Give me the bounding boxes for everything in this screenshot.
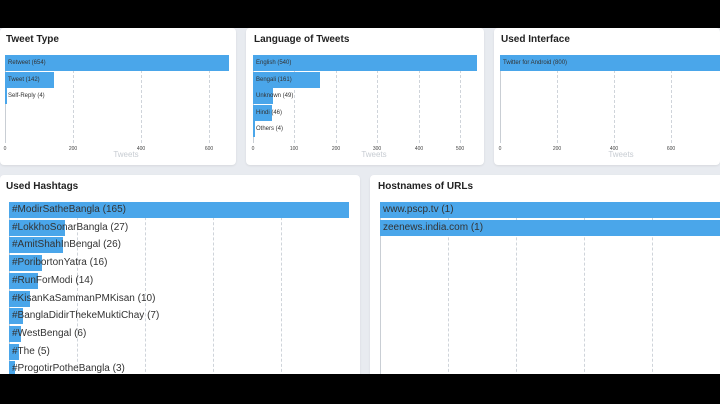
bar[interactable] — [253, 121, 255, 137]
panel-title: Language of Tweets — [254, 34, 350, 45]
tick-label: 600 — [204, 146, 214, 152]
gridline — [336, 55, 337, 143]
tweet-type-chart: Retweet (654) Tweet (142) Self-Reply (4) 0 2… — [4, 55, 231, 152]
gridline — [73, 55, 74, 143]
bar-label: #BanglaDidirThekeMuktiChay (7) — [12, 310, 160, 322]
dashboard: Tweet Type Retweet (654) Tweet (142) Self-… — [0, 28, 720, 374]
bar-label: #KisanKaSammanPMKisan (10) — [12, 292, 156, 304]
interface-chart: Twitter for Android (800) 0 200 400 600 — [499, 55, 720, 152]
axis-line — [380, 202, 381, 374]
bar-label: English (540) — [256, 60, 292, 66]
bar[interactable] — [9, 343, 20, 360]
bar-label: Twitter for Android (800) — [503, 60, 568, 66]
panel-title: Used Interface — [501, 34, 570, 45]
hashtags-chart: #ModirSatheBangla (165) #LokkhoSonarBangl… — [9, 202, 349, 374]
gridline — [141, 55, 142, 143]
gridline — [77, 202, 78, 374]
tick-label: 300 — [372, 146, 382, 152]
axis-line — [500, 55, 501, 143]
bar[interactable] — [253, 55, 477, 71]
interface-panel: Used Interface Twitter for Android (800)… — [494, 28, 720, 165]
gridline — [614, 55, 615, 143]
gridline — [145, 202, 146, 374]
gridline — [557, 55, 558, 143]
panel-title: Used Hashtags — [6, 181, 79, 192]
bar[interactable] — [5, 88, 7, 104]
gridline — [377, 55, 378, 143]
language-panel: Language of Tweets English (540) Bengali … — [246, 28, 484, 165]
bar-label: #ModirSatheBangla (165) — [12, 204, 126, 215]
hostnames-panel: Hostnames of URLs www.pscp.tv (1) zeenews… — [370, 175, 720, 374]
tick-label: 600 — [666, 146, 676, 152]
gridline — [652, 202, 653, 374]
tick-label: 0 — [498, 146, 502, 152]
gridline — [213, 202, 214, 374]
bar-label: www.pscp.tv (1) — [383, 204, 454, 215]
gridline — [460, 55, 461, 143]
bar-label: Retweet (654) — [8, 60, 46, 66]
bar[interactable] — [9, 219, 65, 236]
gridline — [419, 55, 420, 143]
tick-label: 400 — [136, 146, 146, 152]
tick-label: 200 — [68, 146, 78, 152]
bar-label: Hindi (46) — [256, 109, 283, 116]
bar-label: Tweet (142) — [8, 76, 40, 83]
tick-label: 200 — [552, 146, 562, 152]
bar-label: #The (5) — [12, 345, 50, 357]
hostnames-chart: www.pscp.tv (1) zeenews.india.com (1) — [380, 202, 720, 374]
gridline — [294, 55, 295, 143]
language-chart: English (540) Bengali (161) Unknown (49) Hi… — [252, 55, 477, 152]
bar-label: Unknown (49) — [256, 93, 294, 99]
bar[interactable] — [9, 272, 38, 289]
bar[interactable] — [253, 88, 274, 104]
bar-label: Bengali (161) — [256, 76, 292, 83]
tweet-type-panel: Tweet Type Retweet (654) Tweet (142) Self-… — [0, 28, 236, 165]
panel-title: Hostnames of URLs — [378, 181, 474, 192]
bar-label: Self-Reply (4) — [8, 93, 45, 99]
gridline — [209, 55, 210, 143]
gridline — [281, 202, 282, 374]
bar[interactable] — [253, 104, 273, 121]
bar[interactable] — [9, 202, 349, 218]
tick-label: 0 — [3, 146, 7, 152]
tick-label: 400 — [609, 146, 619, 152]
bar[interactable] — [5, 71, 54, 88]
bar-label: #RunForModi (14) — [12, 274, 94, 286]
x-axis-title: Tweets — [608, 150, 634, 159]
tick-label: 0 — [251, 146, 255, 152]
bar[interactable] — [9, 290, 30, 307]
bar[interactable] — [500, 55, 720, 71]
bar-label: zeenews.india.com (1) — [383, 222, 484, 233]
bar-label: Others (4) — [256, 126, 284, 132]
gridline — [584, 202, 585, 374]
bar[interactable] — [9, 237, 63, 254]
bar[interactable] — [9, 308, 24, 325]
bar[interactable] — [5, 55, 229, 71]
bar[interactable] — [380, 220, 720, 236]
tick-label: 100 — [289, 146, 299, 152]
bar-label: #PoribortonYatra (16) — [12, 257, 108, 269]
x-axis-title: Tweets — [113, 150, 139, 159]
bar[interactable] — [253, 71, 320, 88]
bar-label: #LokkhoSonarBangla (27) — [12, 221, 129, 233]
gridline — [516, 202, 517, 374]
bar[interactable] — [380, 202, 720, 218]
bar[interactable] — [9, 361, 16, 374]
gridline — [448, 202, 449, 374]
tick-label: 500 — [455, 146, 465, 152]
bar-label: #WestBengal (6) — [12, 327, 87, 339]
bar-label: #ProgotirPotheBangla (3) — [12, 363, 125, 374]
x-axis-title: Tweets — [361, 150, 387, 159]
hashtags-panel: Used Hashtags #ModirSatheBangla (165) #Lo… — [0, 175, 360, 374]
panel-title: Tweet Type — [6, 34, 59, 45]
bar-label: #AmitShahInBengal (26) — [12, 239, 121, 251]
bar[interactable] — [9, 325, 22, 342]
bar[interactable] — [9, 255, 42, 272]
tick-label: 400 — [414, 146, 424, 152]
gridline — [671, 55, 672, 143]
tick-label: 200 — [331, 146, 341, 152]
